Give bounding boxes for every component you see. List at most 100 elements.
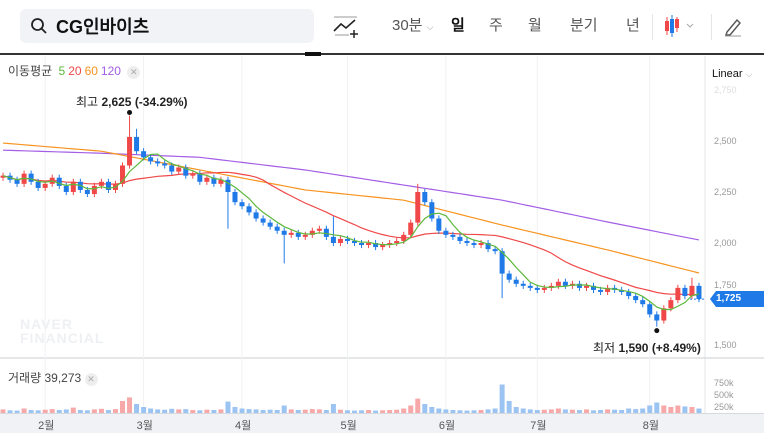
candle-body	[415, 192, 421, 223]
volume-bar	[408, 405, 414, 413]
volume-bar	[0, 409, 6, 413]
candle-body	[197, 173, 203, 182]
candle-body	[576, 283, 582, 288]
candle-body	[373, 243, 379, 248]
volume-bar	[211, 410, 217, 413]
candle-body	[548, 285, 554, 288]
candle-body	[281, 230, 287, 235]
chevron-down-icon: ⌵	[426, 22, 434, 32]
candle-body	[84, 189, 90, 195]
volume-bar	[267, 409, 273, 413]
volume-bar	[274, 410, 280, 413]
ma60-label: 60	[84, 64, 98, 78]
x-tick-label: 8월	[642, 420, 659, 432]
candle-body	[288, 232, 294, 235]
volume-bar	[436, 408, 442, 413]
volume-bar	[105, 410, 111, 413]
close-icon[interactable]: ✕	[127, 66, 141, 79]
x-tick-label: 4월	[235, 420, 252, 432]
volume-bar	[654, 402, 660, 413]
candle-body	[696, 285, 702, 300]
volume-bar	[485, 409, 491, 413]
x-tick-label: 6월	[438, 420, 456, 432]
x-tick-label: 3월	[136, 420, 153, 432]
volume-bar	[450, 410, 456, 413]
volume-bar	[253, 409, 259, 413]
candle-body	[675, 287, 681, 301]
candle-body	[640, 300, 646, 305]
candle-body	[267, 222, 273, 227]
volume-bar	[464, 410, 470, 413]
ma120-label: 120	[100, 64, 121, 78]
interval-dropdown[interactable]: 30분 ⌵	[392, 14, 434, 35]
candle-body	[583, 285, 589, 288]
volume-bar	[190, 410, 196, 413]
tab-week[interactable]: 주	[489, 17, 503, 34]
candle-body	[619, 289, 625, 292]
candle-body	[120, 165, 126, 184]
y-tick-label: 2,750	[714, 85, 737, 95]
volume-bar	[443, 409, 449, 413]
candle-body	[14, 179, 20, 184]
y-tick-label: 2,250	[714, 187, 737, 197]
tab-day[interactable]: 일	[451, 17, 465, 34]
high-annotation: 최고 2,625 (-34.29%)	[76, 95, 188, 109]
candle-body	[401, 234, 407, 241]
search-icon	[31, 18, 47, 34]
volume-bar	[499, 384, 505, 413]
volume-bar	[415, 398, 421, 413]
ma20-label: 20	[68, 64, 82, 78]
volume-bar	[380, 410, 386, 413]
volume-bar	[478, 410, 484, 413]
volume-bar	[197, 410, 203, 413]
candlestick-type-icon[interactable]	[664, 14, 700, 38]
volume-bar	[541, 409, 547, 413]
scale-mode-dropdown[interactable]: Linear ⌵	[712, 68, 752, 80]
tab-year[interactable]: 년	[626, 17, 640, 34]
candle-body	[155, 161, 161, 164]
candle-body	[316, 228, 322, 231]
volume-bar	[548, 409, 554, 413]
candle-body	[380, 245, 386, 248]
volume-bar	[162, 409, 168, 413]
volume-bar	[70, 407, 76, 413]
volume-axis-label: 500k	[714, 390, 734, 400]
add-indicator-icon[interactable]	[333, 15, 359, 39]
volume-bar	[120, 401, 126, 413]
candle-body	[422, 192, 428, 203]
volume-bar	[696, 408, 702, 413]
y-tick-label: 1,500	[714, 340, 737, 350]
tab-quarter[interactable]: 분기	[570, 17, 598, 34]
volume-bar	[394, 409, 400, 413]
stock-search-box[interactable]: CG인바이츠	[20, 9, 314, 43]
volume-bar	[366, 410, 372, 413]
volume-bar	[422, 404, 428, 413]
y-tick-label: 1,750	[714, 280, 737, 290]
ma-label: 이동평균	[8, 64, 53, 78]
volume-bar	[429, 407, 435, 413]
volume-bar	[359, 410, 365, 413]
volume-bar	[555, 408, 561, 413]
candle-body	[232, 192, 238, 203]
volume-bar	[35, 410, 41, 413]
volume-bar	[7, 410, 13, 413]
candle-body	[457, 236, 463, 241]
close-icon[interactable]: ✕	[84, 373, 98, 386]
y-tick-label: 2,500	[714, 136, 737, 146]
tab-month[interactable]: 월	[528, 17, 542, 34]
candle-body	[605, 287, 611, 292]
volume-bar	[569, 409, 575, 413]
pencil-draw-icon[interactable]	[723, 17, 743, 37]
volume-bar	[183, 409, 189, 413]
volume-bar	[633, 409, 639, 413]
ma5-line	[2, 153, 700, 311]
candle-body	[506, 273, 512, 280]
candle-body	[162, 163, 168, 166]
candle-body	[98, 181, 104, 186]
candle-body	[513, 279, 519, 284]
candle-body	[471, 243, 477, 246]
candle-body	[387, 243, 393, 246]
ma20-line	[2, 171, 700, 296]
x-tick-label: 7월	[530, 420, 547, 432]
